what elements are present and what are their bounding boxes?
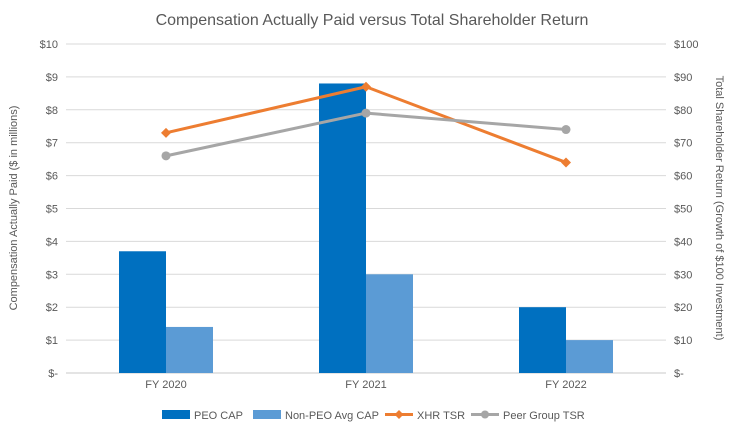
right-tick-label: $- [674, 368, 684, 380]
right-tick-label: $20 [674, 302, 692, 314]
left-tick-label: $7 [46, 138, 58, 150]
right-tick-label: $30 [674, 269, 692, 281]
marker-peer-group-tsr-fy-2021 [361, 108, 371, 118]
left-tick-label: $10 [40, 39, 58, 51]
left-tick-label: $3 [46, 269, 58, 281]
bar-non-peo-avg-cap-fy-2022 [566, 340, 613, 373]
legend-item-peo-cap: PEO CAP [162, 410, 243, 422]
left-tick-label: $6 [46, 171, 58, 183]
legend-label-peo-cap: PEO CAP [194, 410, 243, 422]
legend: PEO CAP Non-PEO Avg CAP XHR TSR Peer Group … [162, 410, 585, 422]
marker-peer-group-tsr-fy-2022 [561, 125, 571, 135]
right-tick-label: $80 [674, 105, 692, 117]
bar-series [119, 83, 613, 373]
x-label-fy-2020: FY 2020 [145, 379, 186, 391]
marker-xhr-tsr-fy-2020 [161, 127, 171, 138]
legend-label-peer-group-tsr: Peer Group TSR [503, 410, 585, 422]
legend-label-non-peo-avg-cap: Non-PEO Avg CAP [285, 410, 379, 422]
legend-item-non-peo-avg-cap: Non-PEO Avg CAP [253, 410, 379, 422]
x-axis-labels: FY 2020 FY 2021 FY 2022 [145, 379, 586, 391]
legend-swatch-peo-cap [162, 410, 190, 419]
left-tick-label: $9 [46, 72, 58, 84]
line-series [161, 81, 571, 168]
marker-xhr-tsr-fy-2021 [361, 81, 371, 92]
right-axis-ticks: $- $10 $20 $30 $40 $50 $60 $70 $80 $90 $100 [674, 39, 698, 380]
right-tick-label: $100 [674, 39, 698, 51]
bar-non-peo-avg-cap-fy-2021 [366, 274, 413, 373]
left-tick-label: $4 [46, 236, 58, 248]
right-tick-label: $10 [674, 335, 692, 347]
marker-peer-group-tsr-fy-2020 [161, 151, 171, 161]
left-tick-label: $5 [46, 204, 58, 216]
right-tick-label: $70 [674, 138, 692, 150]
right-tick-label: $50 [674, 204, 692, 216]
left-tick-label: $8 [46, 105, 58, 117]
legend-item-xhr-tsr: XHR TSR [385, 410, 465, 422]
bar-non-peo-avg-cap-fy-2020 [166, 326, 213, 373]
legend-swatch-non-peo-avg-cap [253, 410, 281, 419]
right-axis-title: Total Shareholder Return (Growth of $100… [713, 76, 725, 341]
left-axis-ticks: $- $1 $2 $3 $4 $5 $6 $7 $8 $9 $10 [40, 39, 59, 380]
left-tick-label: $- [48, 368, 58, 380]
x-label-fy-2022: FY 2022 [545, 379, 586, 391]
right-tick-label: $40 [674, 236, 692, 248]
bar-peo-cap-fy-2020 [119, 251, 166, 373]
legend-marker-xhr-tsr [394, 410, 404, 419]
marker-xhr-tsr-fy-2022 [561, 157, 571, 168]
left-tick-label: $1 [46, 335, 58, 347]
right-tick-label: $60 [674, 171, 692, 183]
chart-title: Compensation Actually Paid versus Total … [156, 12, 589, 29]
legend-marker-peer-group-tsr [481, 410, 489, 419]
bar-peo-cap-fy-2022 [519, 307, 566, 373]
x-label-fy-2021: FY 2021 [345, 379, 386, 391]
left-tick-label: $2 [46, 302, 58, 314]
legend-label-xhr-tsr: XHR TSR [417, 410, 465, 422]
left-axis-title: Compensation Actually Paid ($ in million… [8, 106, 20, 311]
legend-item-peer-group-tsr: Peer Group TSR [471, 410, 585, 422]
bar-peo-cap-fy-2021 [319, 83, 366, 373]
right-tick-label: $90 [674, 72, 692, 84]
